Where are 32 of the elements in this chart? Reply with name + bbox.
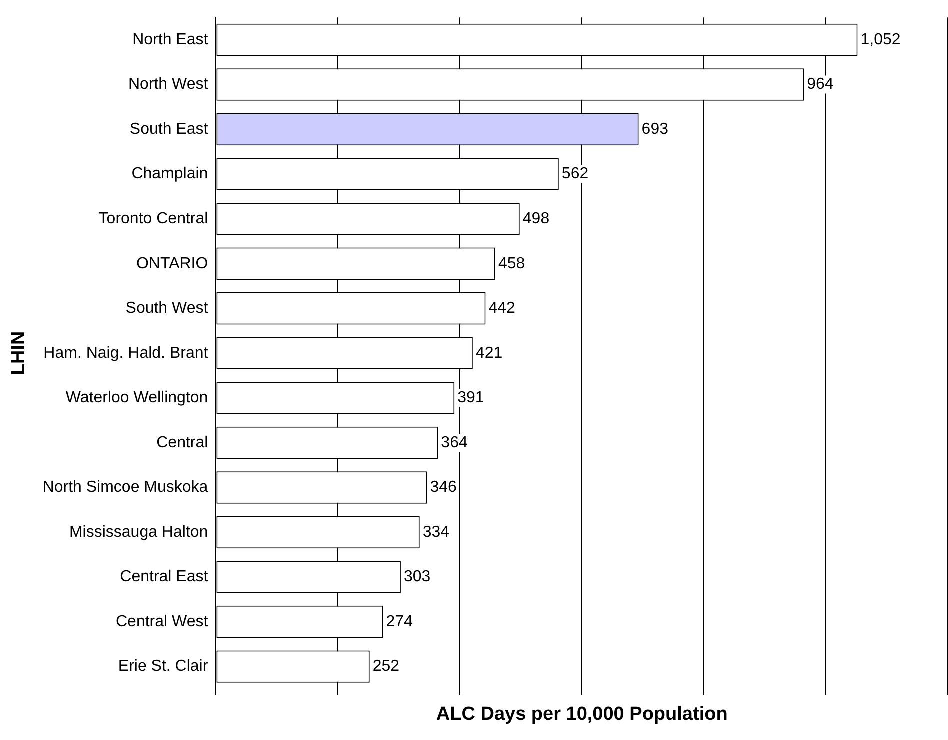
data-label: 274	[386, 613, 414, 630]
y-tick-label: South East	[130, 120, 209, 138]
data-label: 252	[372, 658, 400, 676]
y-tick-label: Mississauga Halton	[69, 524, 208, 541]
data-label: 391	[458, 390, 484, 407]
data-label: 442	[488, 300, 516, 318]
y-tick-label: North Simcoe Muskoka	[42, 479, 208, 496]
data-label: 498	[522, 210, 550, 228]
data-label: 346	[430, 479, 457, 496]
data-label: 334	[422, 524, 450, 541]
y-tick-label: Central	[156, 434, 208, 452]
y-tick-label: North West	[128, 76, 209, 94]
y-tick-label: Central East	[120, 568, 209, 586]
data-label: 458	[498, 255, 526, 272]
data-label: 964	[807, 76, 834, 94]
data-label: 421	[476, 344, 503, 362]
y-tick-label: Erie St. Clair	[118, 658, 209, 676]
y-tick-label: North East	[132, 31, 209, 48]
data-label: 1,052	[860, 31, 901, 48]
data-label: 693	[642, 120, 669, 138]
y-tick-label: Champlain	[132, 166, 208, 183]
data-label: 303	[404, 568, 431, 586]
y-tick-label: South West	[126, 300, 209, 318]
y-tick-label: ONTARIO	[136, 255, 208, 272]
y-tick-label: Central West	[116, 613, 209, 630]
y-tick-label: Ham. Naig. Hald. Brant	[44, 344, 209, 362]
data-label: 562	[562, 166, 589, 183]
y-tick-label: Waterloo Wellington	[66, 390, 208, 407]
data-label: 364	[441, 434, 468, 452]
x-axis-title: ALC Days per 10,000 Population	[436, 704, 728, 725]
y-axis-title: LHIN	[8, 331, 30, 376]
y-tick-label: Toronto Central	[98, 210, 208, 228]
